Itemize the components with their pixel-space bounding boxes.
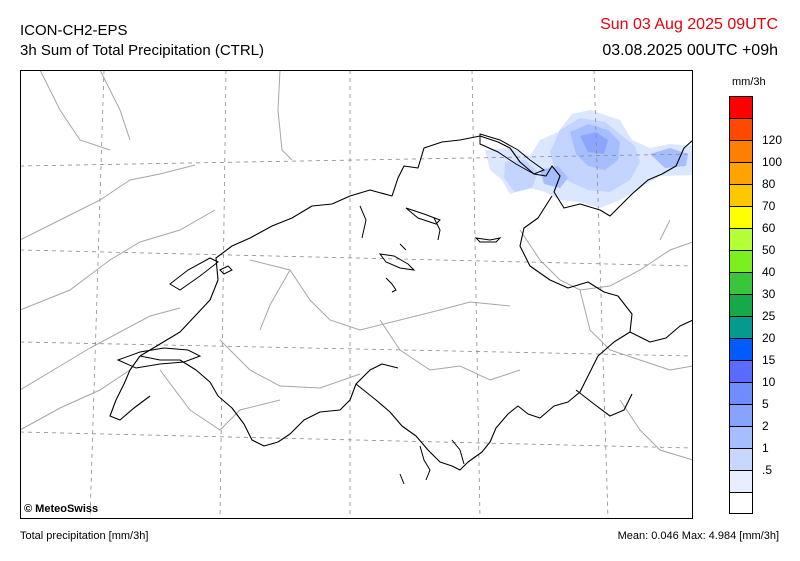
run-time: 03.08.2025 00UTC +09h (602, 42, 778, 59)
precip-area-core (580, 132, 608, 154)
precip-area-mid-2 (504, 160, 538, 192)
colorbar-tick-label: 5 (762, 397, 769, 411)
precipitation-areas (485, 110, 693, 208)
regional-boundaries (20, 70, 693, 461)
colorbar-tick-label: 25 (762, 309, 776, 323)
colorbar-cell (729, 162, 753, 184)
colorbar-cell (729, 426, 753, 448)
colorbar-cell (729, 184, 753, 206)
national-border (109, 135, 693, 471)
product-subtitle: 3h Sum of Total Precipitation (CTRL) (20, 42, 264, 59)
precipitation-map (20, 70, 693, 519)
valid-time: Sun 03 Aug 2025 09UTC (600, 16, 778, 33)
colorbar-cell (729, 470, 753, 492)
footer-stats: Mean: 0.046 Max: 4.984 [mm/3h] (617, 530, 779, 542)
colorbar-cell (729, 338, 753, 360)
meteoswiss-credit: © MeteoSwiss (24, 503, 99, 515)
colorbar-cell (729, 404, 753, 426)
colorbar-tick-label: 1 (762, 441, 769, 455)
footer-variable: Total precipitation [mm/3h] (20, 530, 149, 542)
colorbar-tick-label: .5 (762, 463, 773, 477)
colorbar-tick-label: 50 (762, 243, 776, 257)
colorbar-tick-label: 100 (762, 155, 783, 169)
colorbar-cell (729, 206, 753, 228)
colorbar-cell (729, 360, 753, 382)
colorbar-tick-label: 30 (762, 287, 776, 301)
precipitation-colorbar (729, 96, 753, 514)
colorbar-cell (729, 250, 753, 272)
colorbar-tick-label: 60 (762, 221, 776, 235)
precip-area-strong-2 (650, 148, 688, 168)
colorbar-tick-label: 40 (762, 265, 776, 279)
colorbar-tick-label: 10 (762, 375, 776, 389)
colorbar-cell (729, 316, 753, 338)
colorbar-cell (729, 272, 753, 294)
colorbar-cell (729, 448, 753, 470)
colorbar-cell (729, 96, 753, 118)
colorbar-tick-label: 70 (762, 199, 776, 213)
colorbar-cell (729, 492, 753, 514)
model-title: ICON-CH2-EPS (20, 22, 128, 39)
colorbar-tick-label: 2 (762, 419, 769, 433)
graticule (20, 70, 693, 519)
colorbar-cell (729, 228, 753, 250)
colorbar-tick-label: 120 (762, 133, 783, 147)
colorbar-tick-label: 15 (762, 353, 776, 367)
colorbar-tick-label: 20 (762, 331, 776, 345)
colorbar-cell (729, 140, 753, 162)
legend-unit: mm/3h (732, 76, 766, 88)
colorbar-tick-label: 80 (762, 177, 776, 191)
colorbar-cell (729, 382, 753, 404)
lakes (116, 133, 546, 485)
colorbar-cell (729, 294, 753, 316)
colorbar-cell (729, 118, 753, 140)
precip-area-strong-3 (540, 166, 568, 188)
